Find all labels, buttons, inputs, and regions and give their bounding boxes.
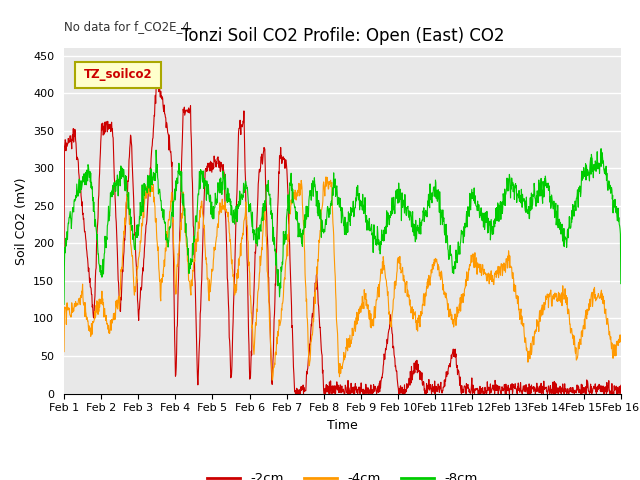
FancyBboxPatch shape — [75, 62, 161, 88]
Y-axis label: Soil CO2 (mV): Soil CO2 (mV) — [15, 177, 28, 264]
Text: TZ_soilco2: TZ_soilco2 — [84, 68, 152, 81]
X-axis label: Time: Time — [327, 419, 358, 432]
Title: Tonzi Soil CO2 Profile: Open (East) CO2: Tonzi Soil CO2 Profile: Open (East) CO2 — [180, 27, 504, 45]
Text: No data for f_CO2E_4: No data for f_CO2E_4 — [64, 20, 190, 33]
Legend: -2cm, -4cm, -8cm: -2cm, -4cm, -8cm — [202, 467, 483, 480]
